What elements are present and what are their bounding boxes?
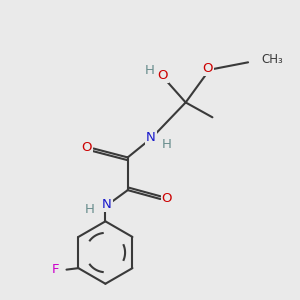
Text: N: N [146,131,156,144]
Text: O: O [203,62,213,75]
Text: O: O [82,141,92,154]
Text: H: H [162,138,172,151]
Text: O: O [157,69,168,82]
Text: N: N [102,199,112,212]
Text: H: H [85,203,95,216]
Text: H: H [145,64,154,77]
Text: CH₃: CH₃ [262,53,283,66]
Text: F: F [52,263,59,276]
Text: O: O [162,192,172,205]
